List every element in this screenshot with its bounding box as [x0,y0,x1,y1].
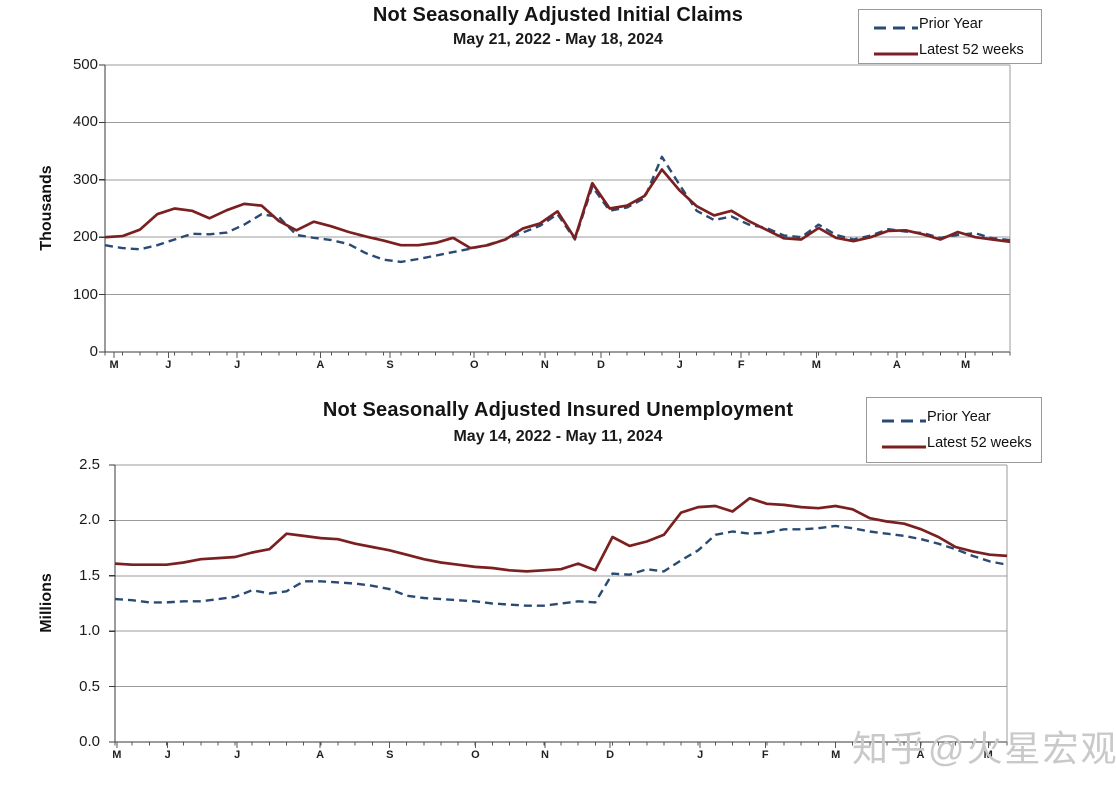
x-month-label: A [916,749,925,761]
legend-item-latest-52-weeks: Latest 52 weeks [881,435,1035,451]
x-month-label: F [737,359,745,371]
x-month-label: O [471,749,480,761]
y-tick-label: 2.5 [79,456,100,473]
chart-title: Not Seasonally Adjusted Initial Claims [372,4,744,26]
y-tick-label: 0.5 [79,677,100,695]
series-prior-year-line [114,524,1008,607]
x-month-label: J [165,359,172,371]
x-month-label: M [831,749,841,761]
solid-line-swatch [881,439,927,449]
x-month-label: M [983,749,993,761]
x-month-label: A [892,359,901,371]
x-month-label: M [961,359,971,371]
x-month-label: J [234,359,241,371]
y-tick-label: 0.0 [79,733,100,750]
legend-label: Latest 52 weeks [919,41,1024,58]
legend-line-icon [882,445,926,449]
series-latest-52-weeks-line [114,496,1008,573]
legend-item-latest-52-weeks: Latest 52 weeks [873,42,1035,58]
legend-item-prior-year: Prior Year [881,409,1035,425]
y-tick-label: 100 [72,285,98,303]
legend-label: Latest 52 weeks [927,435,1032,451]
x-month-label: S [386,359,394,371]
legend-item-prior-year: Prior Year [873,16,1035,32]
x-month-label: S [386,749,394,761]
x-month-label: J [697,749,704,761]
y-tick-label: 200 [72,228,98,246]
y-tick-label: 500 [72,56,98,73]
legend-label: Prior Year [919,15,983,32]
legend: Prior Year Latest 52 weeks [866,397,1042,463]
y-tick-label: 1.0 [79,622,100,640]
x-month-label: A [316,749,325,761]
chart-title: Not Seasonally Adjusted Insured Unemploy… [322,399,794,421]
legend: Prior Year Latest 52 weeks [858,9,1042,64]
y-tick-label: 1.5 [79,566,100,584]
x-month-label: J [234,749,241,761]
y-tick-label: 2.0 [79,511,100,529]
x-month-label: O [469,359,479,371]
legend-label: Prior Year [927,409,991,425]
x-month-label: M [112,749,122,761]
plot-area: 500 400 300 200 100 0 M J J A S O N D J F M A M [73,56,1011,371]
legend-line-icon [882,419,926,423]
y-tick-label: 400 [72,113,98,131]
chart-canvas [99,64,1011,358]
legend-line-icon [874,26,918,29]
x-month-label: M [109,359,119,371]
x-month-label: F [761,749,769,761]
legend-line-icon [874,52,918,55]
y-tick-label: 300 [72,170,98,188]
dashed-line-swatch [881,413,927,423]
chart-subtitle: May 14, 2022 - May 11, 2024 [453,428,663,445]
dashed-line-swatch [873,20,919,29]
x-month-label: N [540,359,549,371]
y-tick-label: 0 [89,343,98,360]
x-month-label: D [606,749,615,761]
plot-area: 2.5 2.0 1.5 1.0 0.5 0.0 M J J A S O N D J F M A M [79,456,1008,761]
series-prior-year-line [104,155,1011,264]
chart-subtitle: May 21, 2022 - May 18, 2024 [453,31,663,48]
x-month-label: J [676,359,683,371]
x-month-label: D [596,359,605,371]
watermark: 知乎@火星宏观 [852,728,1116,769]
solid-line-swatch [873,46,919,55]
x-month-label: A [316,359,325,371]
series-latest-52-weeks-line [104,168,1011,250]
x-month-label: J [164,749,171,761]
x-month-label: M [811,359,821,371]
chart-canvas [109,464,1008,748]
x-month-label: N [540,749,549,761]
